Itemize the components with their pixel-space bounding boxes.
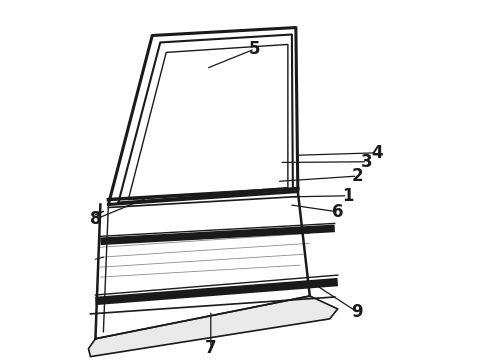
Polygon shape (89, 296, 338, 357)
Text: 7: 7 (205, 339, 217, 357)
Text: 2: 2 (351, 167, 363, 185)
Text: 9: 9 (351, 303, 363, 321)
Text: 8: 8 (90, 210, 102, 228)
Text: 3: 3 (361, 153, 373, 171)
Text: 4: 4 (371, 144, 383, 162)
Text: 5: 5 (249, 40, 261, 58)
Text: 6: 6 (332, 203, 343, 221)
Text: 1: 1 (342, 187, 353, 205)
